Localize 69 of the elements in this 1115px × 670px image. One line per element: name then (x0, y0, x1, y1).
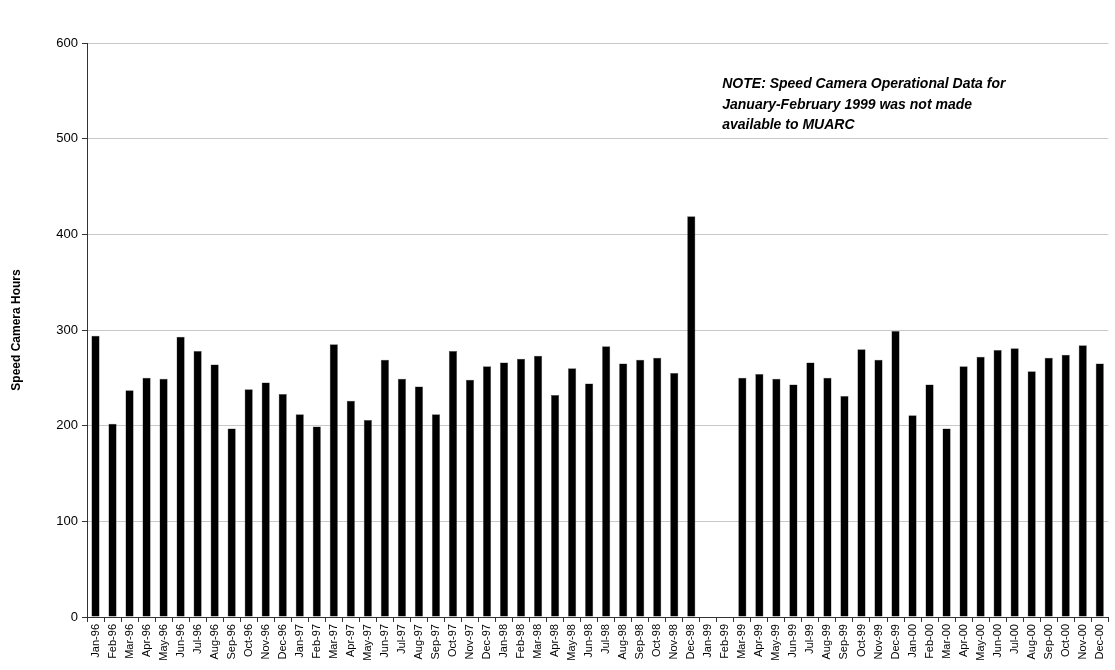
x-tick-label: Apr-98 (548, 624, 561, 658)
x-tick-label: Jul-00 (1007, 624, 1020, 654)
x-tick-label: May-00 (973, 624, 986, 661)
x-tick-label: Nov-98 (667, 624, 680, 660)
x-tick-label: Feb-97 (309, 624, 322, 659)
x-tick-label: Dec-96 (275, 624, 288, 660)
x-tick-label: Jan-97 (292, 624, 305, 658)
x-tick-label: Jan-98 (497, 624, 510, 658)
x-tick-label: Aug-97 (411, 624, 424, 660)
x-tick-label: Oct-97 (445, 624, 458, 658)
y-tick-label: 400 (56, 225, 78, 241)
x-tick-label: Jan-99 (701, 624, 714, 658)
x-tick-label: Jul-98 (599, 624, 612, 654)
x-tick-label: Apr-00 (956, 624, 969, 658)
annotation: NOTE: Speed Camera Operational Data for January-February 1999 was not made available to MUARC (722, 75, 1007, 132)
x-tick-label: Mar-99 (735, 624, 748, 659)
x-tick-label: Sep-97 (428, 624, 441, 660)
x-tick-label: Jan-96 (88, 624, 101, 658)
x-tick-label: Jul-96 (190, 624, 203, 654)
x-tick-label: Sep-00 (1041, 624, 1054, 660)
x-tick-label: Oct-99 (854, 624, 867, 658)
x-tick-label: Aug-00 (1024, 624, 1037, 660)
x-tick-label: Sep-96 (224, 624, 237, 660)
x-tick-label: Jun-99 (786, 624, 799, 658)
x-tick-label: Dec-00 (1092, 624, 1105, 660)
y-tick-label: 100 (56, 512, 78, 528)
x-tick-label: May-99 (769, 624, 782, 661)
x-tick-label: Jan-00 (905, 624, 918, 658)
x-tick-label: Jul-99 (803, 624, 816, 654)
x-tick-label: Aug-99 (820, 624, 833, 660)
x-tick-label: Feb-00 (922, 624, 935, 659)
x-tick-label: May-97 (360, 624, 373, 661)
x-tick-label: Nov-97 (463, 624, 476, 660)
y-tick-label: 300 (56, 321, 78, 337)
x-tick-label: Dec-99 (888, 624, 901, 660)
x-tick-label: Apr-99 (752, 624, 765, 658)
x-tick-label: Sep-98 (633, 624, 646, 660)
x-tick-label: Oct-00 (1058, 624, 1071, 658)
x-tick-label: Nov-99 (871, 624, 884, 660)
x-tick-label: May-96 (156, 624, 169, 661)
y-tick-label: 600 (56, 34, 78, 50)
x-tick-label: Aug-96 (207, 624, 220, 660)
x-tick-label: Aug-98 (616, 624, 629, 660)
x-tick-label: Jun-00 (990, 624, 1003, 658)
x-tick-label: Jun-97 (377, 624, 390, 658)
x-tick-label: Jun-98 (582, 624, 595, 658)
x-tick-label: Dec-98 (684, 624, 697, 660)
x-tick-label: Feb-98 (514, 624, 527, 659)
x-tick-label: Jun-96 (173, 624, 186, 658)
x-tick-label: Dec-97 (480, 624, 493, 660)
x-tick-label: Mar-00 (939, 624, 952, 659)
x-tick-label: Oct-96 (241, 624, 254, 658)
x-tick-label: Jul-97 (394, 624, 407, 654)
x-tick-label: Mar-98 (531, 624, 544, 659)
x-tick-label: Oct-98 (650, 624, 663, 658)
x-tick-label: Nov-96 (258, 624, 271, 660)
y-tick-label: 0 (70, 608, 78, 624)
x-tick-label: Sep-99 (837, 624, 850, 660)
x-tick-label: Mar-96 (122, 624, 135, 659)
x-tick-label: Feb-99 (718, 624, 731, 659)
x-tick-label: Apr-96 (139, 624, 152, 658)
x-tick-label: Nov-00 (1075, 624, 1088, 660)
x-tick-label: Feb-96 (105, 624, 118, 659)
y-tick-label: 200 (56, 417, 78, 433)
x-tick-label: Mar-97 (326, 624, 339, 659)
x-tick-label: Apr-97 (343, 624, 356, 658)
y-axis-title: Speed Camera Hours (8, 268, 23, 391)
x-tick-label: May-98 (565, 624, 578, 661)
y-tick-label: 500 (56, 130, 78, 146)
